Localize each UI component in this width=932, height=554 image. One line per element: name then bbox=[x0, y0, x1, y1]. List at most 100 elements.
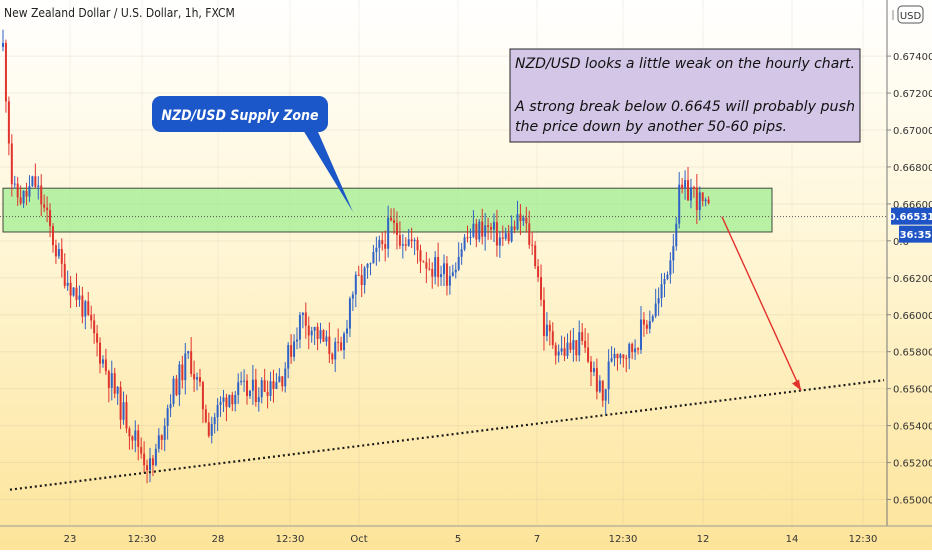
candle-body bbox=[340, 342, 343, 351]
candle-body bbox=[387, 217, 390, 249]
candle-body bbox=[190, 351, 193, 375]
candle-body bbox=[695, 187, 698, 211]
candle-body bbox=[163, 425, 166, 440]
candles-group bbox=[2, 29, 710, 484]
candle-body bbox=[534, 245, 537, 267]
candle-body bbox=[72, 287, 75, 296]
candle-body bbox=[60, 248, 63, 264]
candle-body bbox=[566, 342, 569, 356]
candle-body bbox=[457, 256, 460, 270]
candle-body bbox=[563, 348, 566, 356]
candle-body bbox=[34, 176, 37, 187]
candle-body bbox=[551, 331, 554, 346]
candle-body bbox=[54, 245, 57, 257]
candle-body bbox=[634, 348, 637, 353]
candle-body bbox=[207, 422, 210, 436]
candle-body bbox=[110, 373, 113, 388]
candle-body bbox=[507, 233, 510, 242]
candle-body bbox=[484, 225, 487, 237]
candle-body bbox=[513, 226, 516, 230]
candle-body bbox=[601, 380, 604, 401]
candle-body bbox=[75, 287, 78, 300]
candle-body bbox=[428, 268, 431, 270]
candle-body bbox=[481, 221, 484, 237]
candle-body bbox=[40, 185, 43, 205]
candle-body bbox=[487, 225, 490, 228]
candle-body bbox=[613, 353, 616, 359]
candle-body bbox=[654, 303, 657, 317]
candle-body bbox=[101, 359, 104, 364]
candle-body bbox=[369, 263, 372, 265]
x-tick-label: 12:30 bbox=[276, 534, 305, 545]
note-line: A strong break below 0.6645 will probabl… bbox=[514, 99, 855, 115]
candle-body bbox=[13, 183, 16, 185]
candle-body bbox=[251, 379, 254, 391]
candle-body bbox=[645, 324, 648, 329]
candle-body bbox=[204, 409, 207, 423]
candle-body bbox=[2, 42, 4, 47]
candle-body bbox=[149, 458, 151, 471]
candle-body bbox=[345, 328, 348, 334]
candle-body bbox=[419, 250, 422, 262]
annotations-group: NZD/USD Supply Zone NZD/USD looks a littl… bbox=[0, 48, 887, 491]
candle-body bbox=[466, 237, 469, 239]
candle-body bbox=[648, 321, 651, 329]
candle-body bbox=[248, 390, 251, 397]
candle-body bbox=[272, 381, 275, 389]
currency-badge bbox=[897, 5, 924, 24]
candle-body bbox=[425, 262, 428, 269]
candle-body bbox=[407, 239, 410, 246]
candle-body bbox=[651, 316, 654, 322]
candle-body bbox=[16, 183, 19, 198]
candle-body bbox=[401, 244, 404, 246]
candle-body bbox=[266, 391, 269, 396]
candle-body bbox=[290, 345, 293, 357]
y-tick-label: 0.67400 bbox=[893, 52, 932, 63]
candle-body bbox=[140, 447, 143, 454]
candle-body bbox=[707, 199, 710, 204]
candle-body bbox=[616, 353, 619, 359]
candle-body bbox=[81, 295, 84, 317]
candle-body bbox=[357, 274, 360, 276]
candle-body bbox=[178, 364, 181, 395]
candle-body bbox=[222, 397, 225, 402]
callout-pointer bbox=[300, 125, 353, 212]
candle-body bbox=[495, 222, 498, 246]
y-tick-label: 0.67200 bbox=[893, 89, 932, 100]
candle-body bbox=[154, 448, 157, 466]
candle-body bbox=[146, 465, 149, 471]
x-tick-label: 23 bbox=[64, 534, 77, 545]
candle-body bbox=[381, 240, 384, 245]
candle-body bbox=[113, 373, 116, 394]
note-line: the price down by another 50-60 pips. bbox=[515, 119, 787, 135]
candle-body bbox=[25, 190, 28, 197]
candle-body bbox=[431, 269, 434, 277]
candle-body bbox=[134, 430, 137, 441]
candle-body bbox=[687, 180, 690, 201]
candle-body bbox=[619, 354, 622, 359]
candle-body bbox=[413, 239, 416, 242]
candle-body bbox=[375, 247, 378, 252]
candle-body bbox=[384, 244, 387, 249]
candle-body bbox=[234, 394, 237, 405]
candle-body bbox=[398, 234, 401, 246]
note-line: NZD/USD looks a little weak on the hourl… bbox=[515, 56, 855, 72]
y-tick-label: 0.67000 bbox=[893, 126, 932, 137]
candle-body bbox=[437, 257, 440, 278]
candle-body bbox=[434, 257, 437, 277]
x-tick-label: Oct bbox=[350, 534, 367, 545]
candle-body bbox=[666, 274, 669, 280]
candle-body bbox=[46, 207, 49, 211]
candle-body bbox=[639, 319, 642, 350]
chart-title: New Zealand Dollar / U.S. Dollar, 1h, FX… bbox=[4, 6, 235, 20]
y-tick-label: 0.65400 bbox=[893, 422, 932, 433]
candle-body bbox=[669, 260, 672, 275]
candle-body bbox=[498, 237, 501, 246]
candle-body bbox=[572, 340, 575, 350]
countdown-label: 36:35 bbox=[900, 230, 932, 241]
candle-body bbox=[281, 376, 284, 387]
candle-body bbox=[57, 248, 60, 257]
